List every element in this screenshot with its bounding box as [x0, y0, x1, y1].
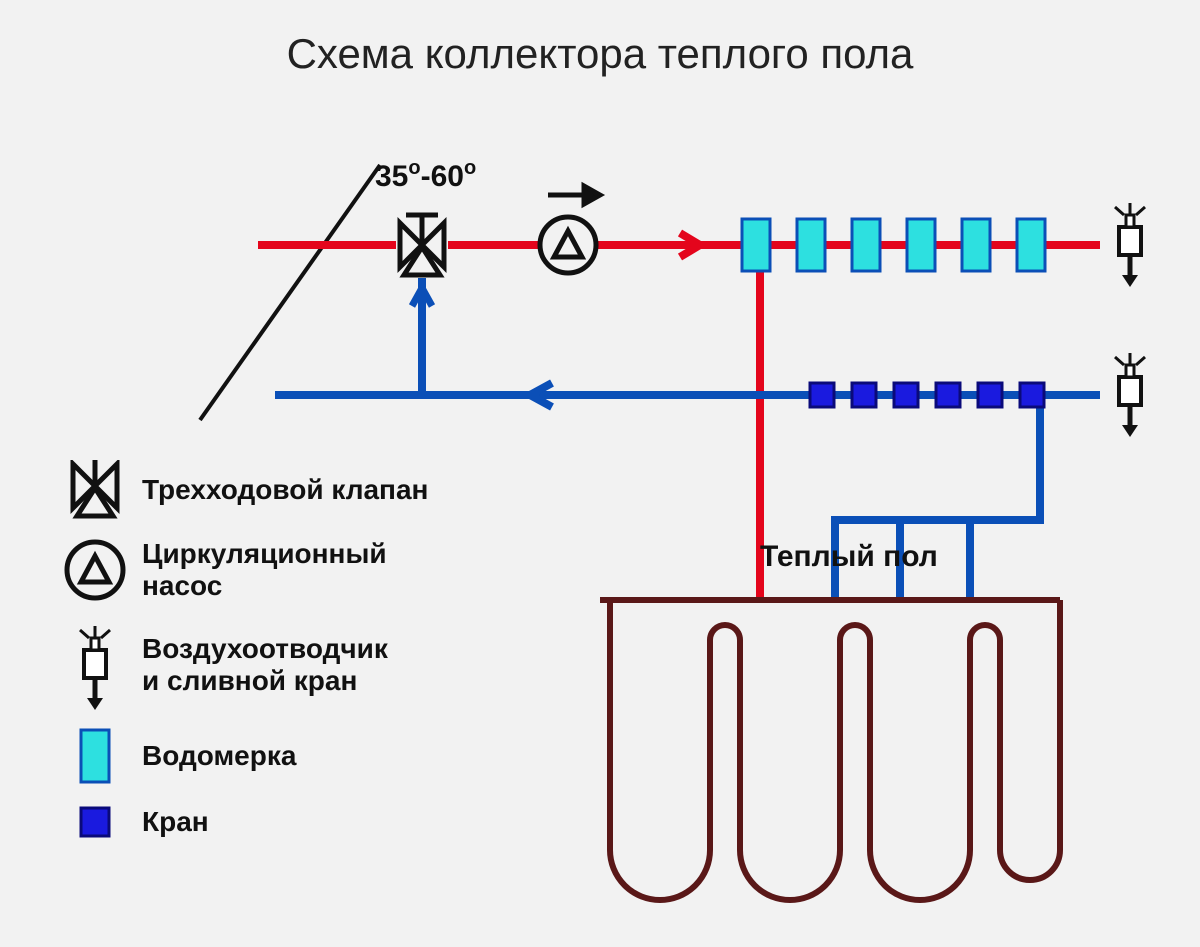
legend-pump-label: Циркуляционный насос: [142, 538, 387, 602]
temperature-label: 35o-60o: [375, 160, 476, 194]
airvent-icon: [60, 620, 130, 710]
legend-flowmeter: Водомерка: [60, 728, 428, 784]
legend: Трехходовой клапан Циркуляционный насос …: [60, 460, 428, 860]
legend-tap: Кран: [60, 802, 428, 842]
tap-icon: [60, 802, 130, 842]
pump-direction-arrow: [548, 186, 600, 204]
boundary-line: [200, 165, 380, 420]
flowmeter-icon: [60, 728, 130, 784]
legend-pump: Циркуляционный насос: [60, 538, 428, 602]
legend-valve: Трехходовой клапан: [60, 460, 428, 520]
valve-icon: [60, 460, 130, 520]
floor-loops: [600, 395, 1060, 900]
legend-airvent: Воздухоотводчик и сливной кран: [60, 620, 428, 710]
floor-label: Теплый пол: [760, 540, 938, 574]
three-way-valve: [400, 215, 444, 275]
air-vent-cold: [1115, 353, 1145, 437]
circulation-pump: [540, 217, 596, 273]
legend-valve-label: Трехходовой клапан: [142, 474, 428, 506]
pump-icon: [60, 538, 130, 602]
air-vent-hot: [1115, 203, 1145, 287]
legend-tap-label: Кран: [142, 806, 209, 838]
legend-airvent-label: Воздухоотводчик и сливной кран: [142, 633, 388, 697]
legend-flowmeter-label: Водомерка: [142, 740, 296, 772]
